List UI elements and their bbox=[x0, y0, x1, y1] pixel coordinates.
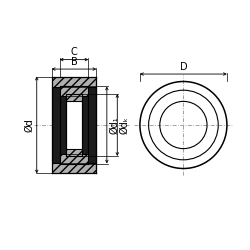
Polygon shape bbox=[66, 148, 82, 156]
Text: Ød: Ød bbox=[24, 118, 34, 132]
Text: B: B bbox=[71, 56, 78, 66]
Text: D: D bbox=[180, 62, 187, 72]
Polygon shape bbox=[60, 154, 88, 164]
Polygon shape bbox=[52, 163, 96, 173]
Polygon shape bbox=[52, 76, 96, 87]
Text: C: C bbox=[71, 47, 78, 57]
Polygon shape bbox=[60, 96, 88, 154]
Text: Ødₖ: Ødₖ bbox=[120, 116, 130, 134]
Polygon shape bbox=[66, 102, 82, 148]
Polygon shape bbox=[60, 86, 88, 96]
Text: Ød₁: Ød₁ bbox=[109, 116, 119, 134]
Polygon shape bbox=[52, 87, 96, 163]
Polygon shape bbox=[66, 94, 82, 102]
